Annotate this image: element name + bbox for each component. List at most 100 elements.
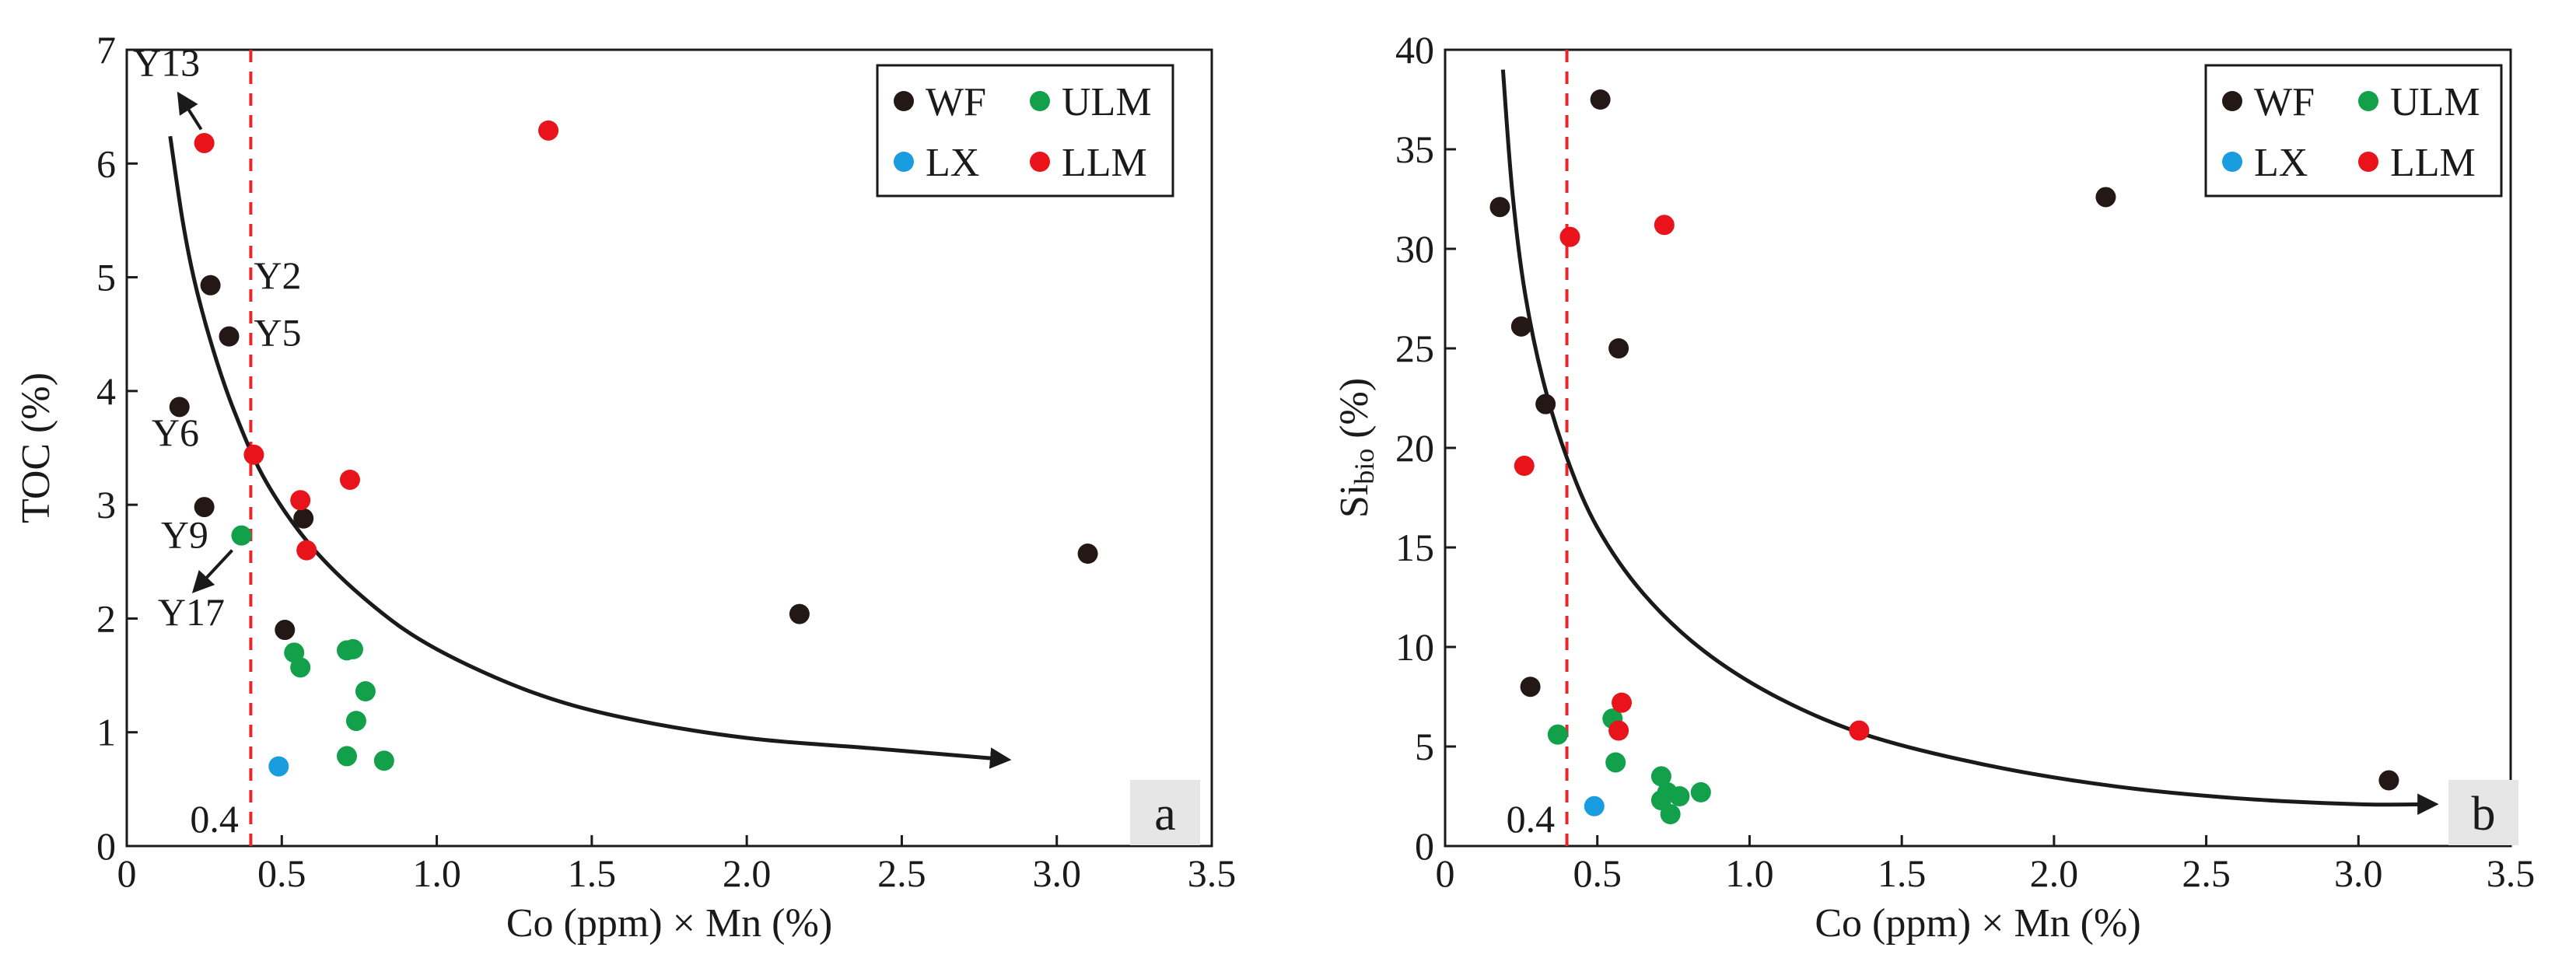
point-annotation: Y13 [133, 41, 200, 85]
data-point-ulm [1669, 786, 1690, 806]
legend-marker-lx [2222, 152, 2242, 172]
legend-label-llm: LLM [2390, 141, 2476, 185]
y-tick-label: 0 [96, 824, 116, 868]
y-tick-label: 4 [96, 369, 116, 413]
legend-label-wf: WF [2254, 80, 2315, 124]
y-tick-label: 5 [1415, 725, 1434, 768]
y-tick-label: 0 [1415, 824, 1434, 868]
x-tick-label: 2.0 [2030, 851, 2079, 895]
panel-letter: a [1154, 788, 1176, 841]
panel-letter: b [2472, 788, 2496, 841]
y-tick-label: 10 [1395, 625, 1434, 669]
annotation-arrow [191, 549, 233, 593]
data-point-llm [243, 444, 264, 465]
data-point-ulm [1547, 724, 1568, 745]
trend-curve [1500, 69, 2439, 815]
y-axis-label: Sibio (%) [1332, 378, 1380, 518]
trend-curve [168, 135, 1012, 769]
data-point-llm [296, 540, 317, 561]
data-point-lx [268, 756, 289, 777]
y-axis-label-subscript: bio [1349, 449, 1380, 484]
y-tick-label: 30 [1395, 227, 1434, 271]
x-tick-label: 1.5 [1878, 851, 1927, 895]
y-axis-label-unit: (%) [1332, 378, 1377, 449]
data-point-llm [1849, 720, 1870, 741]
point-annotation: Y6 [152, 411, 199, 454]
point-annotation: Y5 [254, 310, 301, 354]
legend-marker-lx [894, 152, 914, 172]
panel-tag-bg [2448, 780, 2518, 845]
legend-box [876, 64, 1174, 198]
y-tick-label: 1 [96, 711, 116, 754]
data-point-wf [1520, 677, 1541, 698]
data-point-wf [1608, 338, 1629, 358]
data-point-wf [1590, 89, 1611, 110]
x-tick-label: 3.0 [2334, 851, 2383, 895]
data-point-ulm [345, 711, 366, 732]
y-tick-label: 7 [96, 28, 116, 72]
data-point-wf [789, 603, 810, 624]
data-point-llm [194, 132, 215, 153]
legend-label-wf: WF [926, 80, 986, 124]
plot-frame [125, 48, 1213, 848]
x-tick-label: 1.0 [412, 851, 461, 895]
x-axis-label: Co (ppm) × Mn (%) [1815, 901, 2140, 946]
x-tick-label: 2.5 [2182, 851, 2231, 895]
y-tick-label: 40 [1395, 28, 1434, 72]
annotation-arrow [177, 91, 203, 131]
data-point-wf [2378, 770, 2399, 791]
x-tick-label: 3.5 [1188, 851, 1237, 895]
legend-marker-llm [2358, 152, 2378, 172]
x-tick-label: 3.5 [2487, 851, 2536, 895]
y-axis-label-main: TOC (%) [14, 372, 58, 523]
data-point-wf [1535, 393, 1556, 414]
legend-marker-wf [2222, 91, 2242, 111]
point-annotation: Y2 [254, 253, 301, 297]
data-point-wf [200, 274, 221, 295]
x-tick-label: 2.0 [723, 851, 772, 895]
data-point-wf [275, 620, 296, 641]
legend-marker-ulm [2358, 91, 2378, 111]
data-point-llm [1608, 720, 1629, 741]
data-point-ulm [355, 681, 376, 702]
legend-marker-wf [894, 91, 914, 111]
panel-tag-bg [1130, 780, 1200, 845]
point-annotation: Y17 [158, 590, 225, 634]
legend-label-llm: LLM [1062, 141, 1147, 185]
data-point-ulm [373, 750, 394, 771]
x-tick-label: 0 [117, 851, 137, 895]
data-point-wf [1510, 316, 1531, 337]
x-tick-label: 2.5 [877, 851, 926, 895]
data-point-llm [538, 120, 559, 141]
data-point-ulm [336, 746, 357, 767]
point-annotation: Y9 [161, 513, 208, 557]
data-point-wf [2095, 187, 2116, 208]
data-point-llm [339, 469, 360, 490]
threshold-label: 0.4 [1507, 797, 1556, 841]
y-tick-label: 5 [96, 256, 116, 299]
legend-label-lx: LX [926, 141, 979, 185]
y-tick-label: 2 [96, 596, 116, 640]
panel-a: 0 0.5 1.0 1.5 2.0 2.5 3.0 3.5 0 1 2 3 4 5 6 7 Co (ppm) ×… [14, 28, 1236, 946]
x-tick-label: 1.0 [1725, 851, 1774, 895]
x-tick-label: 0.5 [1573, 851, 1622, 895]
y-tick-label: 15 [1395, 526, 1434, 569]
y-tick-label: 35 [1395, 128, 1434, 171]
data-point-ulm [1650, 766, 1671, 787]
data-point-llm [1612, 692, 1633, 713]
data-point-llm [290, 490, 311, 511]
x-tick-label: 0.5 [257, 851, 306, 895]
y-tick-label: 6 [96, 142, 116, 185]
legend-box [2204, 64, 2503, 198]
panel-b: 0 0.5 1.0 1.5 2.0 2.5 3.0 3.5 0 5 10 15 20 25 30 35 40 Co… [1332, 28, 2535, 946]
x-tick-label: 1.5 [568, 851, 617, 895]
legend-label-ulm: ULM [1062, 80, 1152, 124]
data-point-ulm [1660, 804, 1681, 825]
y-tick-label: 20 [1395, 426, 1434, 470]
data-point-wf [194, 497, 215, 518]
data-point-wf [169, 397, 190, 418]
legend-marker-llm [1030, 152, 1050, 172]
data-point-llm [1514, 456, 1535, 477]
data-point-wf [219, 326, 240, 347]
